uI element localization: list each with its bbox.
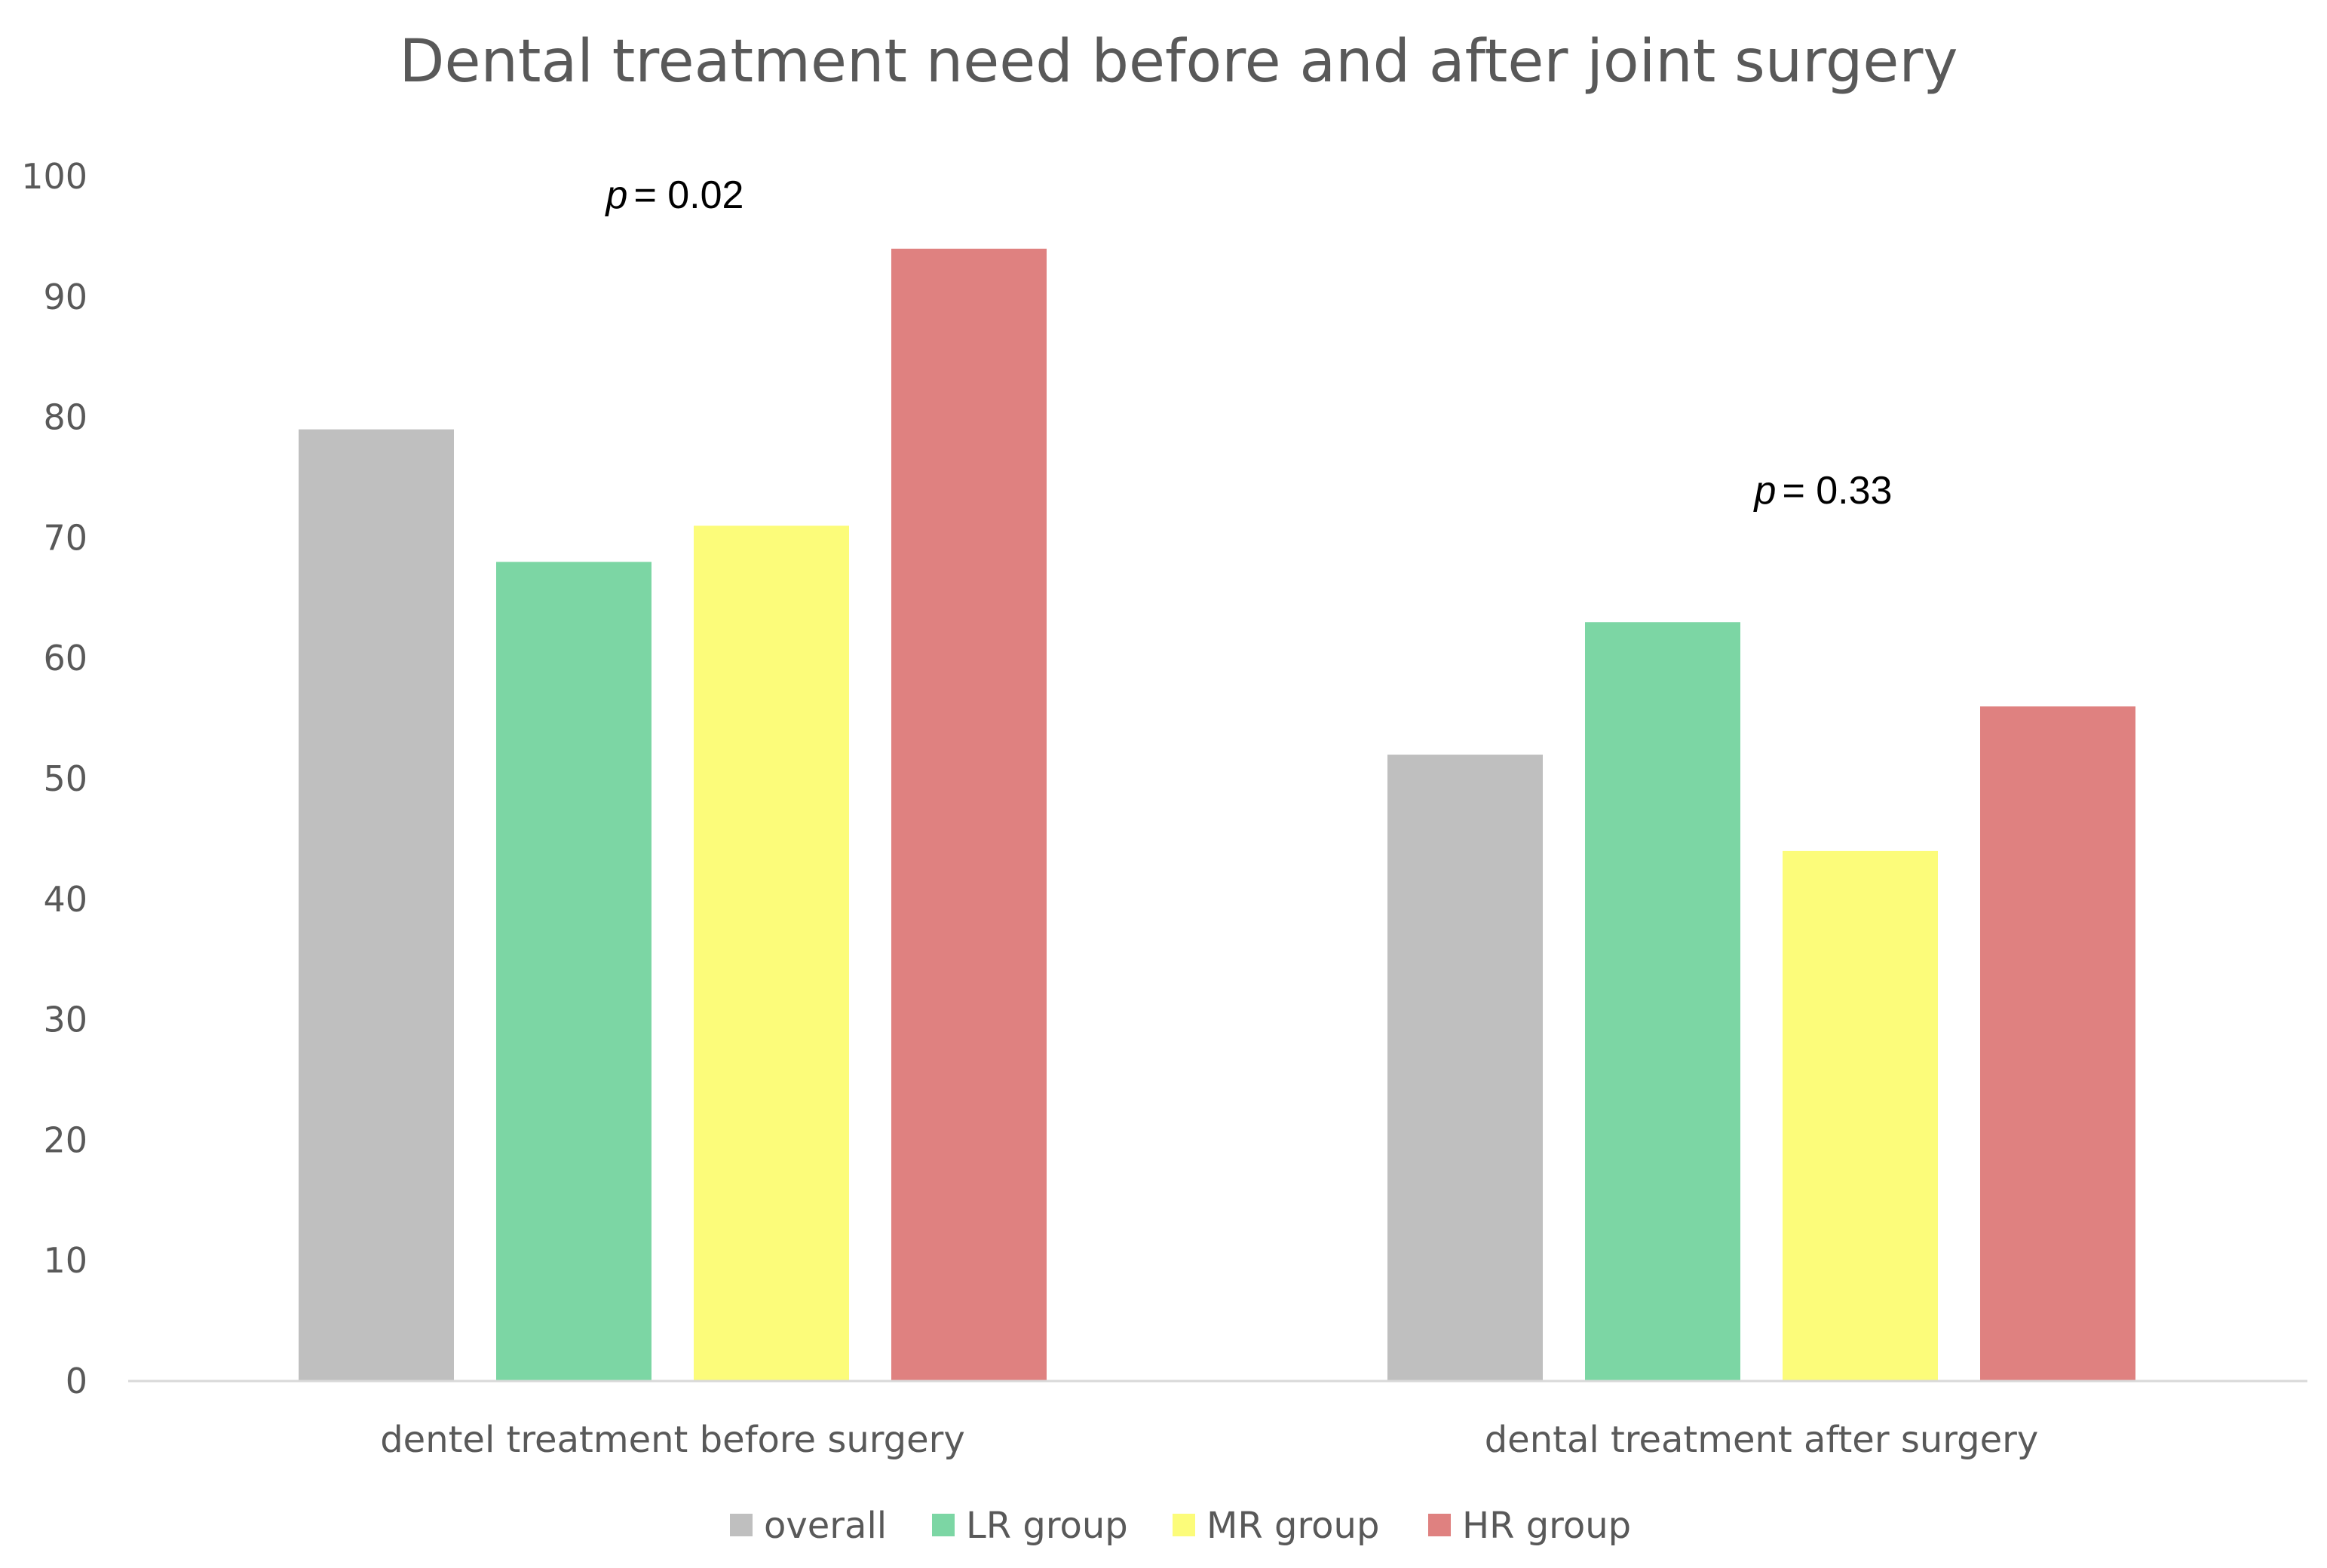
legend: overall LR group MR group HR group bbox=[730, 1505, 1631, 1547]
bar-overall-1 bbox=[1387, 755, 1543, 1381]
legend-swatch-hr-group bbox=[1428, 1514, 1451, 1536]
legend-swatch-mr-group bbox=[1173, 1514, 1195, 1536]
p-value-annotation: p = 0.02 bbox=[605, 173, 744, 217]
category-labels: dentel treatment before surgery dental tr… bbox=[380, 1419, 2038, 1461]
legend-swatch-overall bbox=[730, 1514, 753, 1536]
legend-label-lr-group: LR group bbox=[966, 1505, 1128, 1547]
y-axis-ticks: 0 10 20 30 40 50 60 70 80 90 100 bbox=[21, 156, 87, 1401]
y-tick-label: 60 bbox=[43, 638, 87, 678]
bar-lr-group-1 bbox=[1585, 622, 1740, 1381]
bar-mr-group-1 bbox=[1783, 850, 1938, 1381]
bar-lr-group-0 bbox=[496, 562, 651, 1381]
y-tick-label: 30 bbox=[43, 1000, 87, 1040]
bars-group bbox=[299, 248, 2135, 1382]
p-symbol: p bbox=[1753, 469, 1777, 513]
legend-swatch-lr-group bbox=[932, 1514, 955, 1536]
bar-hr-group-1 bbox=[1980, 706, 2135, 1381]
y-tick-label: 70 bbox=[43, 517, 87, 558]
y-tick-label: 40 bbox=[43, 879, 87, 920]
legend-label-mr-group: MR group bbox=[1206, 1505, 1379, 1547]
p-symbol: p bbox=[605, 173, 628, 217]
p-value-text: = 0.33 bbox=[1782, 469, 1892, 513]
bar-hr-group-0 bbox=[891, 248, 1047, 1381]
y-tick-label: 90 bbox=[43, 277, 87, 317]
y-tick-label: 50 bbox=[43, 758, 87, 799]
p-value-annotation: p = 0.33 bbox=[1753, 469, 1893, 513]
legend-label-overall: overall bbox=[764, 1505, 887, 1547]
y-tick-label: 10 bbox=[43, 1240, 87, 1281]
category-label: dentel treatment before surgery bbox=[380, 1419, 965, 1461]
p-value-text: = 0.02 bbox=[633, 173, 743, 217]
y-tick-label: 0 bbox=[66, 1361, 87, 1401]
category-label: dental treatment after surgery bbox=[1485, 1419, 2039, 1461]
bar-overall-0 bbox=[299, 429, 454, 1381]
y-tick-label: 20 bbox=[43, 1119, 87, 1160]
bar-mr-group-0 bbox=[694, 525, 849, 1382]
y-tick-label: 100 bbox=[21, 156, 87, 197]
y-tick-label: 80 bbox=[43, 397, 87, 438]
chart-title: Dental treatment need before and after j… bbox=[399, 28, 1958, 96]
legend-label-hr-group: HR group bbox=[1462, 1505, 1631, 1547]
p-value-annotations: p = 0.02p = 0.33 bbox=[605, 173, 1893, 513]
